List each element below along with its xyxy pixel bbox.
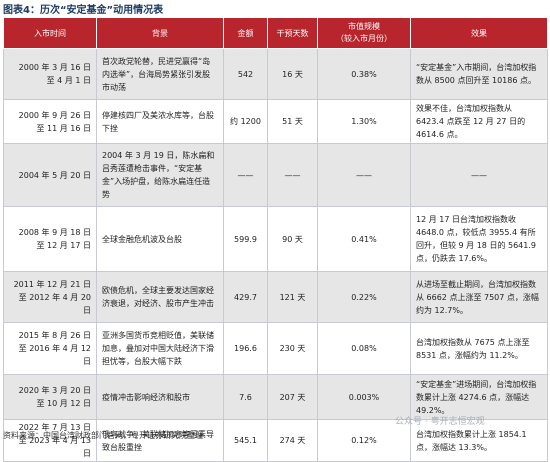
cell-amount: 196.6 xyxy=(223,322,268,375)
cell-entry-time: 2004 年 5 月 20 日 xyxy=(3,143,97,207)
cell-market-cap: 0.22% xyxy=(317,271,411,323)
source-note: 资料来源：中国台湾财政部门官网，粤开证券研究院整理 xyxy=(3,431,203,440)
cell-effect: 12 月 17 日台湾加权指数收 4648.0 点，较低点 3955.4 有所回… xyxy=(410,206,548,272)
cell-background: 首次政党轮替，民进党赢得“岛内选举”，台海局势紧张引发股市动荡 xyxy=(96,48,224,100)
cell-effect: “安定基金”入市期间，台湾加权指数从 8500 点回升至 10186 点。 xyxy=(410,48,548,100)
cell-market-cap: 0.08% xyxy=(317,322,411,375)
col-header-amount: 金额 xyxy=(223,17,268,49)
table-row: 2020 年 3 月 20 日 至 10 月 12 日 疫情冲击影响经济和股市 … xyxy=(3,374,548,420)
col-header-background: 背景 xyxy=(96,17,224,49)
col-header-effect: 效果 xyxy=(410,17,548,49)
cell-days: 207 天 xyxy=(267,374,318,420)
cell-market-cap: 0.003% xyxy=(317,374,411,420)
cell-market-cap: 0.38% xyxy=(317,48,411,100)
cell-days: 230 天 xyxy=(267,322,318,375)
cell-amount: 542 xyxy=(223,48,268,100)
cell-days: 274 天 xyxy=(267,419,318,462)
cell-days: 51 天 xyxy=(267,99,318,144)
cell-effect: 台湾加权指数从 7675 点上涨至 8531 点，涨幅约为 11.2%。 xyxy=(410,322,548,375)
cell-effect: 从进场至截止期间，台湾加权指数从 6662 点上涨至 7507 点，涨幅约为 1… xyxy=(410,271,548,323)
cell-amount: 7.6 xyxy=(223,374,268,420)
cell-amount: 599.9 xyxy=(223,206,268,272)
cell-market-cap: —— xyxy=(317,143,411,207)
cell-days: 90 天 xyxy=(267,206,318,272)
table-row: 2008 年 9 月 18 日 至 12 月 17 日 全球金融危机波及台股 5… xyxy=(3,206,548,272)
cell-entry-time: 2000 年 9 月 26 日 至 11 月 16 日 xyxy=(3,99,97,144)
cell-background: 疫情冲击影响经济和股市 xyxy=(96,374,224,420)
cell-days: 121 天 xyxy=(267,271,318,323)
cell-amount: 约 1200 xyxy=(223,99,268,144)
cell-background: 亚洲多国货币竞相贬值，美联储加息，叠加对中国大陆经济下滑担忧等，台股大幅下跌 xyxy=(96,322,224,375)
table-row: 2000 年 3 月 16 日 至 4 月 1 日 首次政党轮替，民进党赢得“岛… xyxy=(3,48,548,100)
cell-days: —— xyxy=(267,143,318,207)
cell-amount: 429.7 xyxy=(223,271,268,323)
cell-effect: 效果不佳，台湾加权指数从 6423.4 点跌至 12 月 27 日的 4614.… xyxy=(410,99,548,144)
cell-entry-time: 2000 年 3 月 16 日 至 4 月 1 日 xyxy=(3,48,97,100)
table-row: 2000 年 9 月 26 日 至 11 月 16 日 停建核四厂及美浓水库等，… xyxy=(3,99,548,144)
table-row: 2015 年 8 月 26 日 至 2016 年 4 月 12 日 亚洲多国货币… xyxy=(3,322,548,375)
table-row: 2004 年 5 月 20 日 2004 年 3 月 19 日，陈水扁和吕秀莲遭… xyxy=(3,143,548,207)
table-title: 图表4：历次“安定基金”动用情况表 xyxy=(3,5,164,16)
cell-effect: “安定基金”进场期间，台湾加权指数累计上涨 4274.6 点，涨幅达 49.2%… xyxy=(410,374,548,420)
cell-market-cap: 0.41% xyxy=(317,206,411,272)
cell-background: 全球金融危机波及台股 xyxy=(96,206,224,272)
cell-entry-time: 2015 年 8 月 26 日 至 2016 年 4 月 12 日 xyxy=(3,322,97,375)
cell-effect: —— xyxy=(410,143,548,207)
watermark: 公众号 · 粤开志恒宏观 xyxy=(395,417,485,427)
cell-background: 停建核四厂及美浓水库等，台股下挫 xyxy=(96,99,224,144)
cell-entry-time: 2011 年 12 月 21 日 至 2012 年 4 月 20 日 xyxy=(3,271,97,323)
col-header-days: 干预天数 xyxy=(267,17,318,49)
header-row: 入市时间 背景 金额 干预天数 市值规模 （较入市月份） 效果 xyxy=(3,17,548,49)
cell-background: 欧债危机，全球主要发达国家经济衰退，对经济、股市产生冲击 xyxy=(96,271,224,323)
cell-market-cap: 1.30% xyxy=(317,99,411,144)
cell-entry-time: 2020 年 3 月 20 日 至 10 月 12 日 xyxy=(3,374,97,420)
cell-days: 16 天 xyxy=(267,48,318,100)
table-row: 2011 年 12 月 21 日 至 2012 年 4 月 20 日 欧债危机，… xyxy=(3,271,548,323)
cell-amount: —— xyxy=(223,143,268,207)
cell-background: 2004 年 3 月 19 日，陈水扁和吕秀莲遭枪击事件，“安定基金”入场护盘，… xyxy=(96,143,224,207)
col-header-entry-time: 入市时间 xyxy=(3,17,97,49)
stabilization-fund-table: 入市时间 背景 金额 干预天数 市值规模 （较入市月份） 效果 2000 年 3… xyxy=(3,17,548,462)
cell-entry-time: 2008 年 9 月 18 日 至 12 月 17 日 xyxy=(3,206,97,272)
cell-amount: 545.1 xyxy=(223,419,268,462)
col-header-market-cap: 市值规模 （较入市月份） xyxy=(317,17,411,49)
